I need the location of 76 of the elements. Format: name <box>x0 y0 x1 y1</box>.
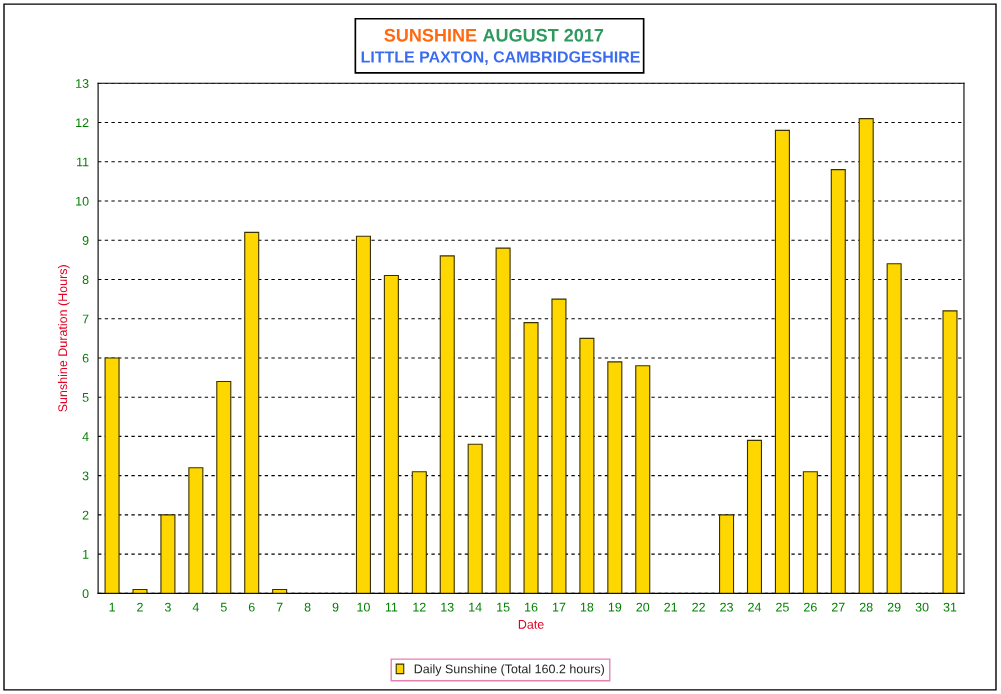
bar <box>579 337 595 594</box>
bar <box>439 255 455 594</box>
bar <box>746 439 763 594</box>
x-axis-title: Date <box>518 620 544 629</box>
y-axis-title: Sunshine Duration (Hours) <box>57 265 70 412</box>
x-tick-label: 10 <box>357 602 370 612</box>
x-tick-label: 15 <box>497 602 510 612</box>
y-tick-label: 2 <box>82 510 89 520</box>
x-tick-label: 2 <box>137 602 143 612</box>
chart-title: SUNSHINE AUGUST 2017 <box>384 28 604 42</box>
x-tick-label: 21 <box>664 602 678 612</box>
y-tick-label: 12 <box>76 118 89 128</box>
bar <box>886 263 902 594</box>
x-tick-label: 5 <box>220 602 227 612</box>
x-tick-label: 27 <box>831 602 845 612</box>
x-tick-label: 19 <box>608 602 622 612</box>
y-tick-label: 9 <box>82 236 89 245</box>
bar <box>160 514 176 594</box>
y-tick-label: 8 <box>82 275 89 285</box>
x-tick-label: 11 <box>385 602 398 612</box>
x-tick-label: 23 <box>720 602 733 612</box>
x-tick-label: 7 <box>276 602 283 612</box>
bar <box>774 129 790 594</box>
x-tick-label: 1 <box>109 602 115 612</box>
x-tick-label: 9 <box>332 602 339 612</box>
chart-subtitle: LITTLE PAXTON, CAMBRIDGESHIRE <box>361 51 640 65</box>
bar <box>858 118 874 594</box>
y-tick-label: 10 <box>76 196 89 206</box>
x-tick-label: 13 <box>441 602 454 612</box>
bar <box>411 471 427 594</box>
bar <box>551 298 567 594</box>
bar <box>188 467 204 594</box>
bar <box>272 588 288 594</box>
x-tick-label: 8 <box>304 602 311 612</box>
bar <box>383 274 399 594</box>
x-tick-label: 25 <box>776 602 789 612</box>
y-tick-label: 3 <box>82 471 89 481</box>
bar <box>942 310 958 594</box>
x-tick-label: 12 <box>413 602 426 612</box>
y-tick-label: 1 <box>83 550 89 559</box>
x-tick-label: 24 <box>748 602 762 612</box>
x-tick-label: 14 <box>469 602 482 612</box>
y-tick-label: 4 <box>82 432 89 441</box>
bar <box>104 357 120 594</box>
bar <box>216 380 232 594</box>
x-tick-label: 18 <box>580 602 594 612</box>
bar <box>607 361 623 594</box>
bar <box>719 514 735 594</box>
x-tick-label: 26 <box>804 602 817 612</box>
bar <box>523 322 539 594</box>
x-tick-label: 4 <box>192 602 199 612</box>
bar <box>830 169 846 594</box>
y-tick-label: 7 <box>82 314 89 324</box>
bar <box>802 471 818 594</box>
bar <box>244 231 260 594</box>
x-tick-label: 31 <box>943 602 957 612</box>
y-tick-label: 0 <box>82 589 89 599</box>
legend-label: Daily Sunshine (Total 160.2 hours) <box>414 664 605 676</box>
x-tick-label: 30 <box>915 602 929 612</box>
y-tick-label: 6 <box>82 353 89 363</box>
x-tick-label: 29 <box>887 602 901 612</box>
x-tick-label: 17 <box>552 602 566 612</box>
bar <box>132 588 148 594</box>
bar <box>355 235 371 594</box>
bar <box>495 247 511 594</box>
y-tick-label: 11 <box>77 157 89 167</box>
y-tick-label: 5 <box>82 393 89 402</box>
x-tick-label: 28 <box>859 602 873 612</box>
bar <box>467 443 483 594</box>
y-tick-label: 13 <box>76 79 89 88</box>
x-tick-label: 22 <box>692 602 705 612</box>
bar <box>635 365 651 594</box>
x-tick-label: 20 <box>636 602 650 612</box>
x-tick-label: 6 <box>248 602 255 612</box>
x-tick-label: 3 <box>164 602 171 612</box>
x-tick-label: 16 <box>525 602 538 612</box>
